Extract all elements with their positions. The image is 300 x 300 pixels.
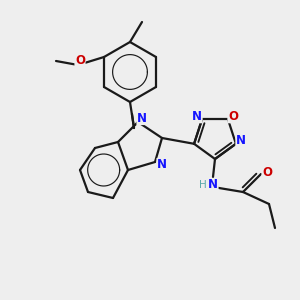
Text: N: N (157, 158, 167, 172)
Text: O: O (75, 55, 85, 68)
Text: O: O (228, 110, 238, 123)
Text: N: N (137, 112, 147, 124)
Text: N: N (208, 178, 218, 191)
Text: H: H (199, 180, 207, 190)
Text: O: O (262, 166, 272, 178)
Text: N: N (192, 110, 202, 123)
Text: N: N (236, 134, 246, 147)
